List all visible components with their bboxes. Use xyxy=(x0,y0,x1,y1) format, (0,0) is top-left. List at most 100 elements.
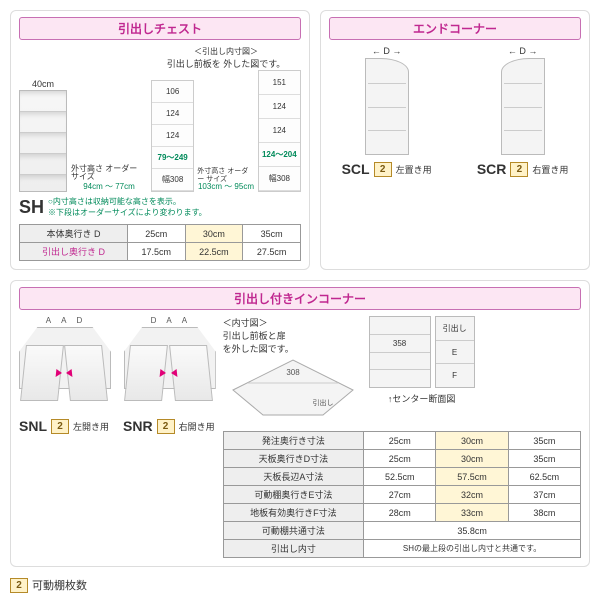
dim-cell: 124 xyxy=(259,95,300,119)
center-row xyxy=(370,317,430,335)
chest-illustration xyxy=(19,90,67,192)
side-caption: ↑センター断面図 xyxy=(388,392,456,405)
spec-row-header: 発注奥行き寸法 xyxy=(223,432,364,450)
dim-letter: D xyxy=(76,316,82,325)
model-name-scl: SCL xyxy=(342,161,370,177)
shelf-count-badge: 2 xyxy=(374,162,392,177)
dim-letter: D xyxy=(151,316,157,325)
side-row: 引出し xyxy=(436,317,474,341)
spec-cell: 30cm xyxy=(436,432,508,450)
section-title-incorner: 引出し付きインコーナー xyxy=(19,287,581,310)
spec-cell: 35cm xyxy=(508,450,580,468)
spec-cell: 28cm xyxy=(364,504,436,522)
table-row: 地板有効奥行きF寸法 28cm 33cm 38cm xyxy=(223,504,580,522)
spec-row-header: 引出し奥行き D xyxy=(20,243,128,261)
internal-dim-col-right: 151 124 124 124〜204 幅308 xyxy=(258,70,301,192)
center-row xyxy=(370,370,430,387)
spec-cell: 27.5cm xyxy=(243,243,301,261)
in-corner-illus-right xyxy=(124,327,214,412)
diag-width-text: 308 xyxy=(286,368,300,377)
dim-cell: 幅308 xyxy=(152,169,193,191)
shelf-count-badge: 2 xyxy=(510,162,528,177)
in-corner-illus-left xyxy=(19,327,109,412)
spec-row-header: 天板長辺A寸法 xyxy=(223,468,364,486)
spec-row-header: 本体奥行き D xyxy=(20,225,128,243)
dim-letter: A xyxy=(182,316,187,325)
incorner-spec-table: 発注奥行き寸法 25cm 30cm 35cm 天板奥行きD寸法 25cm 30c… xyxy=(223,431,581,558)
table-row: 天板奥行きD寸法 25cm 30cm 35cm xyxy=(223,450,580,468)
table-row: 可動棚共通寸法 35.8cm xyxy=(223,522,580,540)
dim-letter: A xyxy=(166,316,171,325)
spec-row-header: 地板有効奥行きF寸法 xyxy=(223,504,364,522)
chest-spec-table: 本体奥行き D 25cm 30cm 35cm 引出し奥行き D 17.5cm 2… xyxy=(19,224,301,261)
spec-cell: 25cm xyxy=(364,432,436,450)
dim-letter-d: D xyxy=(383,46,390,56)
dim-cell: 124 xyxy=(152,125,193,147)
section-title-end: エンドコーナー xyxy=(329,17,581,40)
spec-cell: 33cm xyxy=(436,504,508,522)
side-row: E xyxy=(436,341,474,365)
model-sub-snr: 右開き用 xyxy=(179,420,215,433)
dim-cell: 151 xyxy=(259,71,300,95)
dim-cell: 106 xyxy=(152,81,193,103)
side-range-left: 94cm 〜 77cm xyxy=(83,183,135,192)
model-name-sh: SH xyxy=(19,197,44,218)
spec-cell: 38cm xyxy=(508,504,580,522)
dim-top-width: 40cm xyxy=(32,79,54,89)
internal-dim-title: ＜引出し内寸図＞ xyxy=(151,46,301,57)
spec-cell: 25cm xyxy=(364,450,436,468)
dim-cell: 幅308 xyxy=(259,167,300,191)
section-title-chest: 引出しチェスト xyxy=(19,17,301,40)
model-sub-scr: 右置き用 xyxy=(532,163,568,176)
table-row: 発注奥行き寸法 25cm 30cm 35cm xyxy=(223,432,580,450)
spec-cell-full: SHの最上段の引出し内寸と共通です。 xyxy=(364,540,581,558)
spec-cell: 25cm xyxy=(127,225,185,243)
table-row: 天板長辺A寸法 52.5cm 57.5cm 62.5cm xyxy=(223,468,580,486)
legend-text: 可動棚枚数 xyxy=(32,577,87,593)
internal-dim-title: ＜内寸図＞ xyxy=(223,316,363,329)
dim-letter: A xyxy=(61,316,66,325)
section-end-corner: エンドコーナー ← D → SCL 2 左置き用 ← D → SC xyxy=(320,10,590,270)
section-in-corner: 引出し付きインコーナー A A D SNL 2 左開き用 xyxy=(10,280,590,567)
shelf-count-badge: 2 xyxy=(51,419,69,434)
spec-cell: 30cm xyxy=(436,450,508,468)
shelf-count-badge: 2 xyxy=(157,419,175,434)
spec-cell: 62.5cm xyxy=(508,468,580,486)
table-row: 引出し奥行き D 17.5cm 22.5cm 27.5cm xyxy=(20,243,301,261)
center-cabinet-section: 358 xyxy=(369,316,431,388)
table-row: 引出し内寸 SHの最上段の引出し内寸と共通です。 xyxy=(223,540,580,558)
spec-cell: 27cm xyxy=(364,486,436,504)
table-row: 可動棚奥行きE寸法 27cm 32cm 37cm xyxy=(223,486,580,504)
model-sub-scl: 左置き用 xyxy=(396,163,432,176)
spec-cell: 17.5cm xyxy=(127,243,185,261)
legend-row: 2 可動棚枚数 xyxy=(10,577,590,593)
spec-cell: 52.5cm xyxy=(364,468,436,486)
end-corner-illus-right xyxy=(501,58,545,155)
spec-cell-full: 35.8cm xyxy=(364,522,581,540)
spec-row-header: 可動棚奥行きE寸法 xyxy=(223,486,364,504)
table-row: 本体奥行き D 25cm 30cm 35cm xyxy=(20,225,301,243)
dim-letter: A xyxy=(46,316,51,325)
side-label-left-title: 外寸高さ オーダー サイズ xyxy=(71,165,147,183)
center-row: 358 xyxy=(370,335,430,353)
model-sub-snl: 左開き用 xyxy=(73,420,109,433)
spec-cell: 57.5cm xyxy=(436,468,508,486)
side-row: F xyxy=(436,364,474,387)
section-drawer-chest: 引出しチェスト 40cm 外寸高さ オーダー サイズ 94cm 〜 77cm ＜… xyxy=(10,10,310,270)
spec-row-header: 引出し内寸 xyxy=(223,540,364,558)
internal-dim-note: 引出し前板と扉 を外した図です。 xyxy=(223,329,363,355)
spec-cell: 30cm xyxy=(185,225,243,243)
dim-letter-d: D xyxy=(519,46,526,56)
drawer-label: 引出し xyxy=(312,398,333,407)
model-name-scr: SCR xyxy=(477,161,507,177)
dim-cell: 124 xyxy=(152,103,193,125)
spec-cell: 37cm xyxy=(508,486,580,504)
dim-cell: 79〜249 xyxy=(152,147,193,169)
model-name-snl: SNL xyxy=(19,418,47,434)
spec-cell: 35cm xyxy=(508,432,580,450)
internal-dim-col-left: 106 124 124 79〜249 幅308 xyxy=(151,80,194,192)
legend-badge: 2 xyxy=(10,578,28,593)
spec-cell: 32cm xyxy=(436,486,508,504)
dim-cell: 124 xyxy=(259,119,300,143)
model-name-snr: SNR xyxy=(123,418,153,434)
